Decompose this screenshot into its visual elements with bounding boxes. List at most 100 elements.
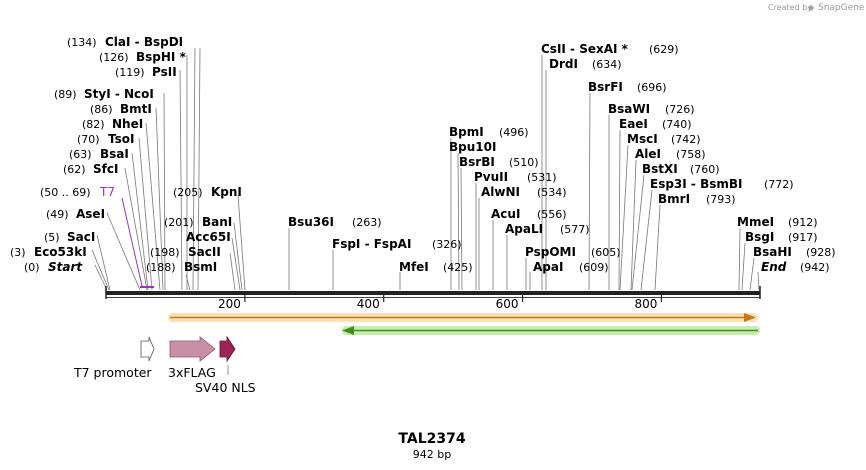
svg-text:BsmI: BsmI xyxy=(184,260,217,274)
t7-promoter-arrow[interactable] xyxy=(140,336,155,362)
svg-text:AcuI(556): AcuI (556) xyxy=(491,207,567,221)
site-alei[interactable]: AleI (758) xyxy=(635,147,706,161)
site-start[interactable]: (0) Start xyxy=(24,260,83,274)
axis-tick-label: 400 xyxy=(357,297,380,311)
site-leader-lines xyxy=(91,47,760,291)
site-saci[interactable]: (5) SacI xyxy=(44,230,95,244)
site-drdi[interactable]: DrdI (634) xyxy=(549,57,622,71)
sequence-backbone xyxy=(106,291,760,295)
site-pspomi[interactable]: PspOMI (605) xyxy=(525,245,621,259)
site-bmri[interactable]: BmrI (793) xyxy=(658,192,736,206)
svg-text:(188): (188) xyxy=(146,261,176,274)
site-fspi-fspai[interactable]: FspI - FspAI (326) xyxy=(332,237,462,251)
svg-text:Acc65I: Acc65I xyxy=(186,230,231,244)
site-alwni[interactable]: AlwNI (534) xyxy=(481,185,567,199)
site-bani[interactable]: BanI xyxy=(202,215,232,229)
svg-text:PspOMI(605): PspOMI (605) xyxy=(525,245,621,259)
site-sacii[interactable]: SacII xyxy=(188,245,221,259)
site-bsu36i[interactable]: Bsu36I (263) xyxy=(288,215,382,229)
site-bsmi[interactable]: BsmI xyxy=(184,260,217,274)
svg-text:(86)BmtI: (86) BmtI xyxy=(90,102,152,116)
svg-text:MfeI(425): MfeI (425) xyxy=(399,260,473,274)
svg-text:AleI(758): AleI (758) xyxy=(635,147,706,161)
credit-brand: SnapGene xyxy=(818,3,865,13)
site-coord-198[interactable]: (198) xyxy=(150,246,180,259)
svg-text:BpmI(496): BpmI (496) xyxy=(449,125,529,139)
site-clai-bspdi[interactable]: (134) ClaI - BspDI xyxy=(67,35,183,49)
site-bpu10i[interactable]: Bpu10I xyxy=(449,140,496,154)
t7-primer-leader xyxy=(121,197,143,287)
site-bsgi[interactable]: BsgI (917) xyxy=(745,230,818,244)
svg-text:BmrI(793): BmrI (793) xyxy=(658,192,736,206)
svg-text:End(942): End (942) xyxy=(761,260,830,274)
svg-text:Esp3I - BsmBI(772): Esp3I - BsmBI (772) xyxy=(650,177,794,191)
site-coord-188[interactable]: (188) xyxy=(146,261,176,274)
svg-text:BsaHI(928): BsaHI (928) xyxy=(753,245,836,259)
site-end[interactable]: End (942) xyxy=(761,260,830,274)
svg-text:BsaWI(726): BsaWI (726) xyxy=(608,102,695,116)
site-bsai[interactable]: (63) BsaI xyxy=(69,147,129,161)
site-bmti[interactable]: (86) BmtI xyxy=(90,102,152,116)
axis-tick-label: 600 xyxy=(496,297,519,311)
svg-text:(82)NheI: (82) NheI xyxy=(82,117,143,131)
site-labels: (0) Start (3) Eco53kI (5) SacI (49) AseI (50… xyxy=(10,35,836,274)
svg-text:PvuII(531): PvuII (531) xyxy=(474,170,557,184)
svg-text:(0)Start: (0) Start xyxy=(24,260,83,274)
site-sfci[interactable]: (62) SfcI xyxy=(63,162,118,176)
orf-reverse[interactable] xyxy=(342,326,760,335)
site-esp3i-bsmbi[interactable]: Esp3I - BsmBI (772) xyxy=(650,177,794,191)
svg-text:EaeI(740): EaeI (740) xyxy=(619,117,692,131)
site-csii-sexai[interactable]: CsII - SexAI * (629) xyxy=(541,42,679,56)
svg-text:AlwNI(534): AlwNI (534) xyxy=(481,185,567,199)
site-bsphi[interactable]: (126) BspHI * xyxy=(99,50,187,64)
site-bsrfi[interactable]: BsrFI (696) xyxy=(588,80,667,94)
site-bpmi[interactable]: BpmI (496) xyxy=(449,125,529,139)
site-bstxi[interactable]: BstXI (760) xyxy=(642,162,720,176)
site-bsrbi[interactable]: BsrBI (510) xyxy=(459,155,539,169)
site-msci[interactable]: MscI (742) xyxy=(627,132,701,146)
site-eco53ki[interactable]: (3) Eco53kI xyxy=(10,245,87,259)
svg-text:ApaLI(577): ApaLI (577) xyxy=(505,222,590,236)
site-apai[interactable]: ApaI (609) xyxy=(533,260,609,274)
svg-text:BanI: BanI xyxy=(202,215,232,229)
site-eaei[interactable]: EaeI (740) xyxy=(619,117,692,131)
site-coord-201[interactable]: (201) xyxy=(164,216,194,229)
svg-text:(205)KpnI: (205) KpnI xyxy=(173,185,242,199)
site-psii[interactable]: (119) PsII xyxy=(115,65,177,79)
svg-text:(49)AseI: (49) AseI xyxy=(46,207,105,221)
svg-text:(198): (198) xyxy=(150,246,180,259)
svg-text:Bpu10I: Bpu10I xyxy=(449,140,496,154)
svg-text:DrdI(634): DrdI (634) xyxy=(549,57,622,71)
t7-primer-mark xyxy=(140,286,154,288)
site-styi-ncoi[interactable]: (89) StyI - NcoI xyxy=(54,87,154,101)
site-bsawi[interactable]: BsaWI (726) xyxy=(608,102,695,116)
svg-text:CsII - SexAI *(629): CsII - SexAI * (629) xyxy=(541,42,679,56)
site-kpni[interactable]: (205) KpnI xyxy=(173,185,242,199)
orf-forward[interactable] xyxy=(168,313,758,322)
sv40-nls-arrow[interactable] xyxy=(219,335,236,363)
site-bsahi[interactable]: BsaHI (928) xyxy=(753,245,836,259)
site-mmei[interactable]: MmeI (912) xyxy=(737,215,818,229)
3xflag-arrow[interactable] xyxy=(169,336,216,362)
site-acc65i[interactable]: Acc65I xyxy=(186,230,231,244)
site-acui[interactable]: AcuI (556) xyxy=(491,207,567,221)
svg-text:(134)ClaI - BspDI: (134) ClaI - BspDI xyxy=(67,35,183,49)
svg-text:(62)SfcI: (62) SfcI xyxy=(63,162,118,176)
primer-t7[interactable]: (50 .. 69) T7 xyxy=(40,185,115,199)
sequence-backbone-lower xyxy=(106,297,760,298)
svg-text:(89)StyI - NcoI: (89) StyI - NcoI xyxy=(54,87,154,101)
svg-text:(50 .. 69)T7: (50 .. 69) T7 xyxy=(40,185,115,199)
svg-text:MscI(742): MscI (742) xyxy=(627,132,701,146)
site-nhei[interactable]: (82) NheI xyxy=(82,117,143,131)
svg-text:FspI - FspAI(326): FspI - FspAI (326) xyxy=(332,237,462,251)
plasmid-length: 942 bp xyxy=(413,448,451,461)
svg-text:MmeI(912): MmeI (912) xyxy=(737,215,818,229)
site-asei[interactable]: (49) AseI xyxy=(46,207,105,221)
axis-ticks: 200 400 600 800 xyxy=(218,291,663,311)
site-tsoi[interactable]: (70) TsoI xyxy=(77,132,134,146)
site-pvuii[interactable]: PvuII (531) xyxy=(474,170,557,184)
svg-text:(70)TsoI: (70) TsoI xyxy=(77,132,134,146)
site-apali[interactable]: ApaLI (577) xyxy=(505,222,590,236)
axis-tick-label: 800 xyxy=(635,297,658,311)
site-mfei[interactable]: MfeI (425) xyxy=(399,260,473,274)
